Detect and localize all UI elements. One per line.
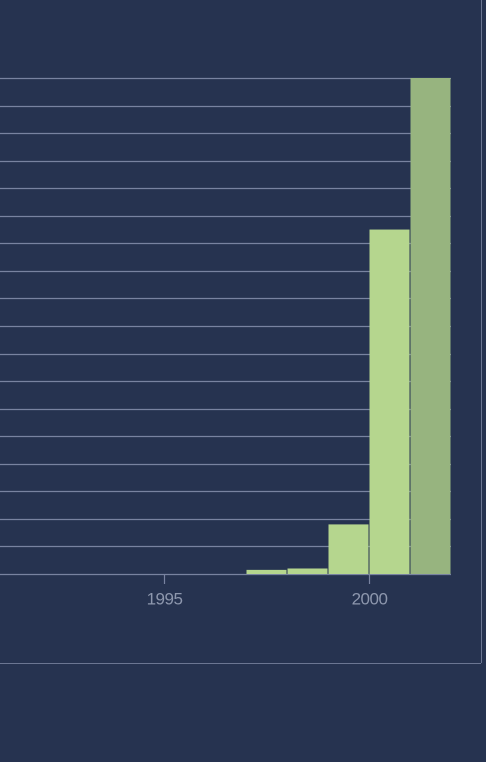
bar bbox=[246, 569, 287, 574]
bar bbox=[328, 524, 369, 574]
bar bbox=[369, 229, 410, 575]
bar bbox=[287, 568, 328, 574]
bar bbox=[410, 78, 451, 574]
x-tick-label: 1995 bbox=[147, 589, 183, 608]
x-tick-label: 2000 bbox=[352, 589, 388, 608]
